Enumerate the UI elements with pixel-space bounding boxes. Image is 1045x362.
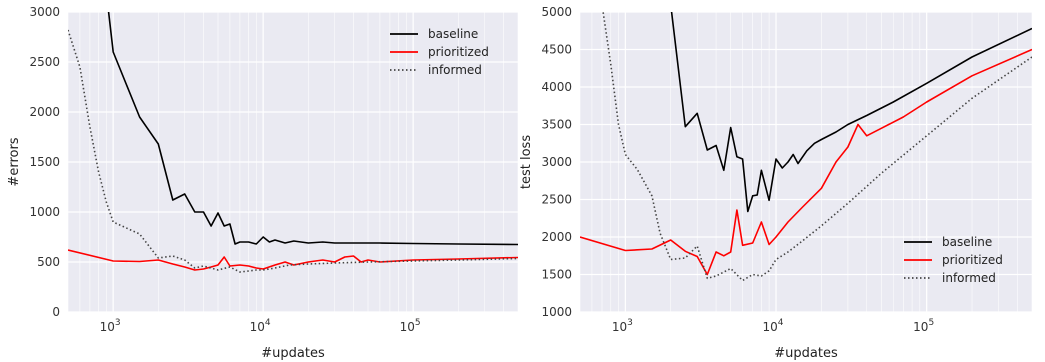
legend-label-prioritized: prioritized [942,253,1003,267]
series-line-baseline [107,12,518,246]
y-tick-label: 1000 [29,205,60,219]
series-group [580,12,1032,282]
series-line-prioritized [68,249,518,271]
x-tick-label: 103 [612,318,633,334]
series-line-informed [602,12,1032,282]
x-axis-label: #updates [261,346,325,361]
legend-label-baseline: baseline [428,27,478,41]
errors-chart: 0 500 1000 1500 2000 2500 3000 103 104 105 #update… [7,5,519,361]
y-tick-label: 0 [52,305,60,319]
y-tick-label: 5000 [541,5,572,19]
legend-label-baseline: baseline [942,235,992,249]
x-tick-label: 104 [763,318,784,334]
y-tick-label: 2500 [29,55,60,69]
legend-label-informed: informed [942,271,996,285]
y-tick-label: 4500 [541,43,572,57]
y-tick-label: 3000 [29,5,60,19]
y-tick-label: 1000 [541,305,572,319]
x-tick-label: 105 [913,318,934,334]
legend: baseline prioritized informed [390,27,489,77]
series-line-baseline [670,12,1032,213]
y-tick-label: 3000 [541,155,572,169]
legend-label-prioritized: prioritized [428,45,489,59]
series-group [68,12,518,273]
x-axis-label: #updates [774,346,838,361]
y-tick-label: 500 [37,255,60,269]
series-line-informed [68,29,518,273]
y-axis-label: test loss [519,135,534,189]
y-tick-label: 1500 [29,155,60,169]
x-tick-label: 104 [250,318,271,334]
y-tick-label: 1500 [541,268,572,282]
series-line-prioritized [580,48,1032,276]
x-tick-label: 103 [100,318,121,334]
y-tick-label: 2500 [541,193,572,207]
y-tick-label: 4000 [541,80,572,94]
y-tick-label: 2000 [29,105,60,119]
y-tick-label: 3500 [541,118,572,132]
legend: baseline prioritized informed [904,235,1003,285]
x-tick-label: 105 [400,318,421,334]
y-axis-label: #errors [7,137,22,186]
test-loss-chart: 1000 1500 2000 2500 3000 3500 4000 4500 5000 103 1… [519,5,1033,361]
y-tick-label: 2000 [541,230,572,244]
legend-label-informed: informed [428,63,482,77]
